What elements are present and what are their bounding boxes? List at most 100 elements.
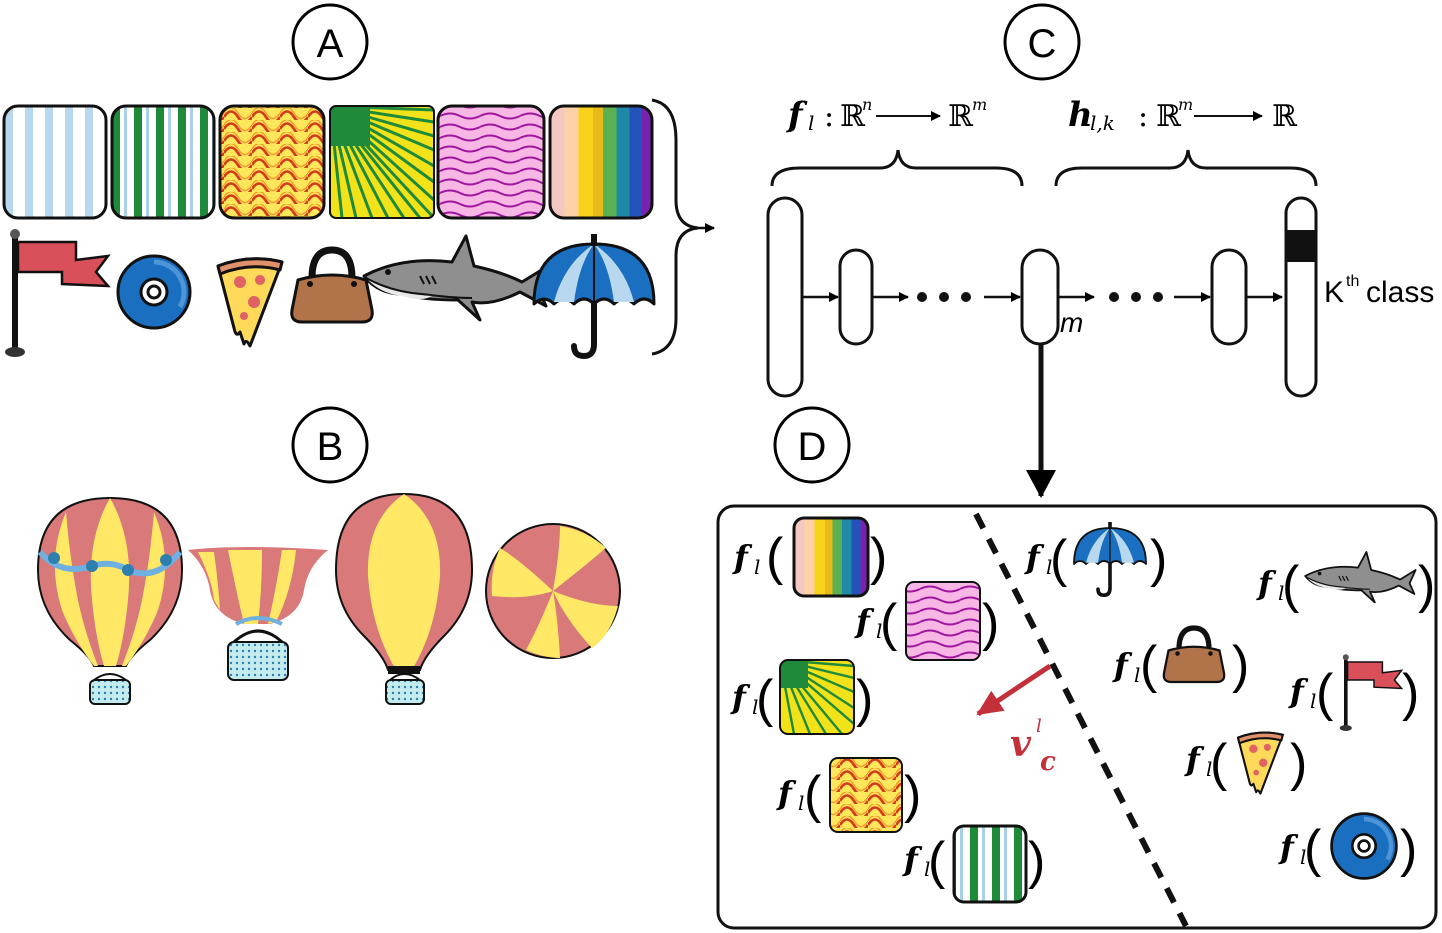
- svg-text:f: f: [730, 678, 751, 716]
- svg-text:f: f: [732, 538, 753, 576]
- svg-text:(: (: [766, 528, 784, 586]
- embedded-green-stripes: f l ( ): [902, 824, 1045, 904]
- svg-text:): ): [870, 528, 887, 586]
- balloon-striped: [36, 496, 184, 705]
- svg-text:f: f: [1288, 672, 1309, 710]
- svg-text:f: f: [854, 602, 875, 640]
- svg-text:l: l: [924, 857, 930, 881]
- texture-sunburst: [330, 106, 434, 218]
- input-layer: [766, 196, 804, 398]
- svg-text:K: K: [1324, 276, 1344, 309]
- decision-boundary: [973, 512, 1189, 928]
- umbrella-icon: [534, 234, 654, 356]
- svg-text:f: f: [1112, 646, 1133, 684]
- svg-text:): ): [1402, 664, 1419, 722]
- svg-text:(: (: [1210, 734, 1228, 792]
- panel-label-c: C: [1028, 22, 1057, 66]
- panel-c: C f l : ℝ n ℝ m h l,k : ℝ m ℝ: [766, 3, 1434, 498]
- svg-text:f: f: [1256, 564, 1277, 602]
- embedded-rainbow: f l ( ): [732, 516, 887, 598]
- f-colon: :: [824, 99, 834, 134]
- svg-text:f: f: [1278, 828, 1299, 866]
- h-domain: ℝ: [1156, 99, 1182, 134]
- svg-text:f: f: [776, 774, 797, 812]
- balloon-open: [188, 547, 328, 681]
- svg-text:l: l: [1206, 757, 1212, 781]
- embedded-disc: f l ( ): [1278, 814, 1417, 879]
- svg-text:l: l: [1300, 845, 1306, 869]
- cav-label: v l c: [1010, 716, 1056, 777]
- panel-b: B: [36, 406, 621, 705]
- panel-label-a: A: [317, 22, 344, 66]
- f-subscript: l: [808, 111, 814, 135]
- panel-label-b: B: [317, 425, 344, 469]
- texture-rainbow: [548, 104, 654, 220]
- svg-text:): ): [1232, 636, 1249, 694]
- svg-text:class: class: [1366, 276, 1434, 309]
- svg-text:l: l: [876, 619, 882, 643]
- embedded-zigzag: f l ( ): [776, 757, 921, 833]
- svg-text:(: (: [1316, 664, 1334, 722]
- output-kth-unit: [1286, 230, 1316, 262]
- svg-text:): ): [1418, 556, 1435, 614]
- svg-text:l: l: [1134, 663, 1140, 687]
- svg-text:l: l: [1310, 689, 1316, 713]
- embedded-sunburst: f l ( ): [730, 659, 873, 735]
- ellipsis-2: [1109, 292, 1163, 302]
- embedded-flag: f l ( ): [1288, 653, 1419, 732]
- svg-text:): ): [904, 766, 921, 824]
- panel-a: A: [2, 3, 715, 357]
- disc-icon: [118, 256, 190, 328]
- svg-text:(: (: [880, 594, 898, 652]
- h-domain-exp: m: [1178, 95, 1193, 114]
- embedded-wavy: f l ( ): [854, 581, 999, 661]
- svg-text:l: l: [752, 695, 758, 719]
- svg-text:l: l: [1046, 555, 1052, 579]
- f-codomain-exp: m: [972, 95, 987, 114]
- shark-icon: [362, 234, 550, 322]
- hidden-layer-1: [838, 248, 874, 346]
- h-subscript: l,k: [1090, 111, 1115, 135]
- svg-text:(: (: [756, 670, 774, 728]
- output-layer: [1284, 196, 1318, 398]
- svg-text:(: (: [1304, 820, 1322, 878]
- svg-text:l: l: [798, 791, 804, 815]
- svg-text:): ): [1290, 734, 1307, 792]
- f-codomain: ℝ: [948, 99, 974, 134]
- f-domain: ℝ: [840, 99, 866, 134]
- svg-text:): ): [1400, 820, 1417, 878]
- f-domain-exp: n: [862, 95, 872, 114]
- svg-text:(: (: [1140, 636, 1158, 694]
- texture-zigzag: [218, 104, 326, 220]
- svg-text:): ): [982, 594, 999, 652]
- svg-text:f: f: [1024, 538, 1045, 576]
- texture-vertical-stripes-green: [110, 104, 216, 220]
- svg-text:f: f: [902, 840, 923, 878]
- h-codomain: ℝ: [1272, 99, 1298, 134]
- svg-text:(: (: [1050, 530, 1068, 588]
- svg-text:(: (: [1282, 556, 1300, 614]
- panel-a-brace: [651, 98, 699, 356]
- kth-class-label: K th class: [1324, 273, 1434, 309]
- embedded-handbag: f l ( ): [1112, 628, 1249, 694]
- balloon-tall: [334, 492, 474, 705]
- h-mapping-formula: h l,k : ℝ m ℝ: [1068, 95, 1298, 135]
- layer-l: [1020, 248, 1060, 346]
- svg-text:(: (: [928, 832, 946, 890]
- svg-text:v: v: [1010, 723, 1032, 765]
- embedded-umbrella: f l ( ): [1024, 520, 1167, 598]
- h-colon: :: [1138, 99, 1148, 134]
- svg-text:(: (: [804, 766, 822, 824]
- f-brace: [770, 149, 1024, 187]
- embedded-pizza: f l ( ): [1184, 731, 1307, 795]
- texture-wavy: [436, 104, 546, 220]
- ellipsis-1: [917, 292, 971, 302]
- f-mapping-formula: f l : ℝ n ℝ m: [786, 95, 987, 135]
- svg-text:f: f: [1184, 740, 1205, 778]
- h-brace: [1054, 149, 1318, 187]
- svg-text:): ): [1028, 832, 1045, 890]
- svg-text:l: l: [754, 555, 760, 579]
- concept-activation-vector: [976, 663, 1052, 717]
- panel-d: D v l c f l ( ) f l ( ) f l (: [716, 406, 1438, 930]
